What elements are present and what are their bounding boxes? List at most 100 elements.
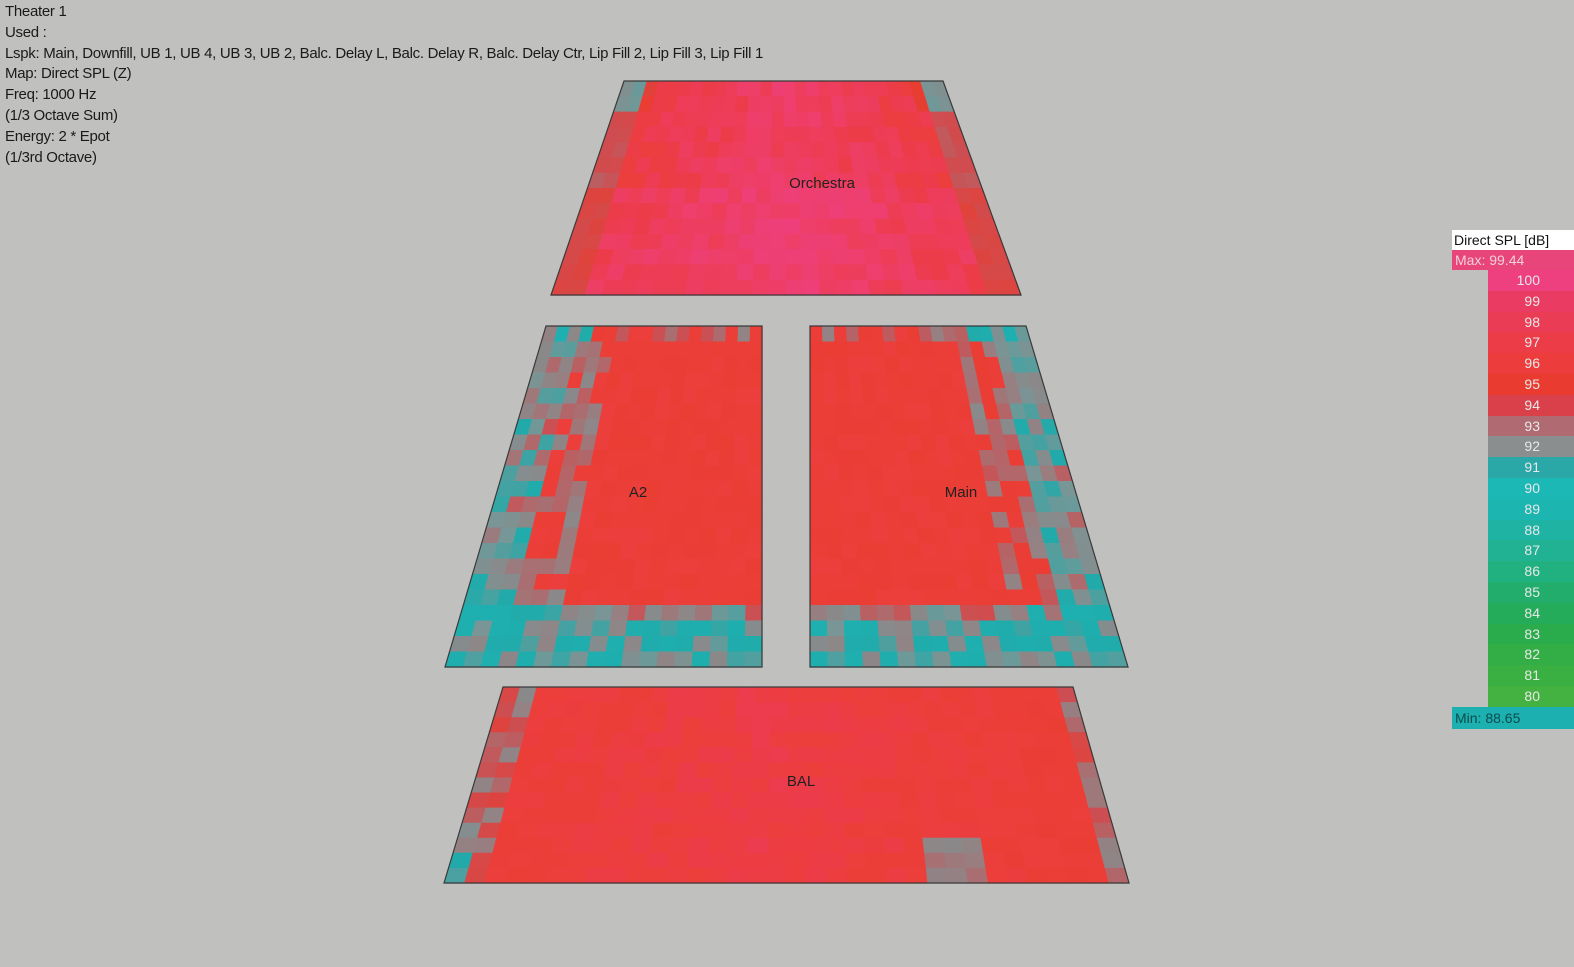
spl-cell [966, 543, 986, 560]
spl-cell [1050, 732, 1073, 748]
spl-cell [674, 465, 692, 482]
spl-cell [492, 837, 517, 854]
spl-cell [941, 589, 961, 606]
spl-cell [548, 852, 572, 869]
spl-cell [987, 574, 1008, 591]
spl-cell [810, 651, 829, 668]
spl-cell [973, 249, 995, 265]
spl-cell [915, 512, 934, 529]
spl-cell [728, 822, 750, 839]
spl-cell [1036, 651, 1058, 668]
spl-cell [553, 326, 571, 343]
spl-cell [894, 450, 911, 467]
spl-cell [806, 81, 820, 97]
spl-cell [756, 188, 772, 204]
spl-cell [824, 465, 840, 482]
spl-cell [535, 822, 559, 839]
spl-cell [584, 481, 603, 498]
spl-cell [583, 357, 600, 374]
spl-cell [855, 188, 873, 204]
spl-cell [679, 747, 700, 763]
spl-cell [590, 450, 609, 467]
spl-cell [799, 203, 816, 220]
spl-cell [736, 81, 750, 97]
spl-cell [879, 434, 895, 451]
spl-cell [670, 512, 688, 529]
spl-cell [844, 822, 865, 839]
spl-cell [839, 481, 856, 498]
spl-cell [561, 450, 581, 467]
spl-cell [588, 747, 611, 763]
spl-cell [597, 233, 619, 250]
spl-cell [920, 341, 936, 358]
spl-cell [656, 651, 676, 668]
spl-cell [621, 527, 641, 544]
spl-cell [838, 465, 855, 482]
spl-cell [640, 762, 662, 779]
spl-cell [910, 357, 926, 374]
spl-cell [937, 233, 958, 250]
spl-cell [510, 481, 530, 498]
spl-cell [983, 852, 1006, 869]
spl-cell [718, 279, 738, 296]
spl-cell [897, 481, 915, 498]
spl-cell [601, 172, 621, 189]
spl-cell [475, 762, 499, 779]
spl-cell [618, 279, 639, 296]
spl-cell [1032, 558, 1053, 575]
spl-cell [908, 589, 928, 606]
spl-cell [1009, 527, 1030, 544]
spl-cell [634, 807, 656, 824]
spl-cell [900, 512, 918, 529]
spl-cell [724, 81, 739, 97]
spl-cell [978, 326, 995, 343]
spl-cell [553, 636, 575, 653]
spl-cell [823, 434, 839, 451]
spl-cell [699, 341, 714, 358]
spl-cell [784, 203, 801, 220]
spl-cell [831, 233, 849, 250]
spl-cell [1022, 589, 1044, 606]
spl-cell [749, 357, 763, 374]
spl-cell [981, 465, 1001, 482]
spl-cell [599, 481, 618, 498]
spl-cell [631, 822, 654, 839]
spl-cell [840, 527, 858, 544]
spl-cell [663, 218, 682, 235]
spl-cell [809, 126, 824, 143]
spl-cell [645, 465, 663, 482]
spl-cell [536, 558, 557, 575]
spl-cell [973, 496, 992, 513]
spl-cell [919, 543, 938, 560]
spl-cell [926, 249, 947, 265]
spl-cell [603, 126, 622, 143]
spl-cell [488, 558, 510, 575]
spl-cell [787, 687, 806, 703]
spl-cell [527, 777, 550, 794]
spl-cell [737, 341, 751, 358]
spl-cell [681, 203, 699, 220]
legend-tick-83: 83 [1488, 623, 1574, 645]
spl-cell [989, 434, 1008, 451]
spl-cell [509, 434, 529, 451]
spl-cell [720, 419, 736, 436]
spl-cell [834, 126, 850, 143]
spl-cell [613, 481, 632, 498]
spl-cell [841, 188, 858, 204]
spl-cell [747, 837, 769, 854]
spl-cell [889, 96, 907, 113]
spl-cell [843, 620, 863, 637]
spl-cell [649, 434, 667, 451]
legend-tick-100: 100 [1488, 270, 1574, 291]
spl-cell [934, 126, 953, 143]
spl-cell [839, 496, 856, 513]
spl-cell [1059, 543, 1081, 560]
spl-cell [988, 777, 1011, 794]
spl-cell [542, 717, 564, 733]
spl-cell [505, 620, 527, 637]
spl-cell [555, 419, 574, 436]
spl-cell [1035, 822, 1059, 839]
spl-cell [628, 481, 647, 498]
spl-cell [1006, 512, 1026, 529]
spl-cell [585, 651, 607, 668]
